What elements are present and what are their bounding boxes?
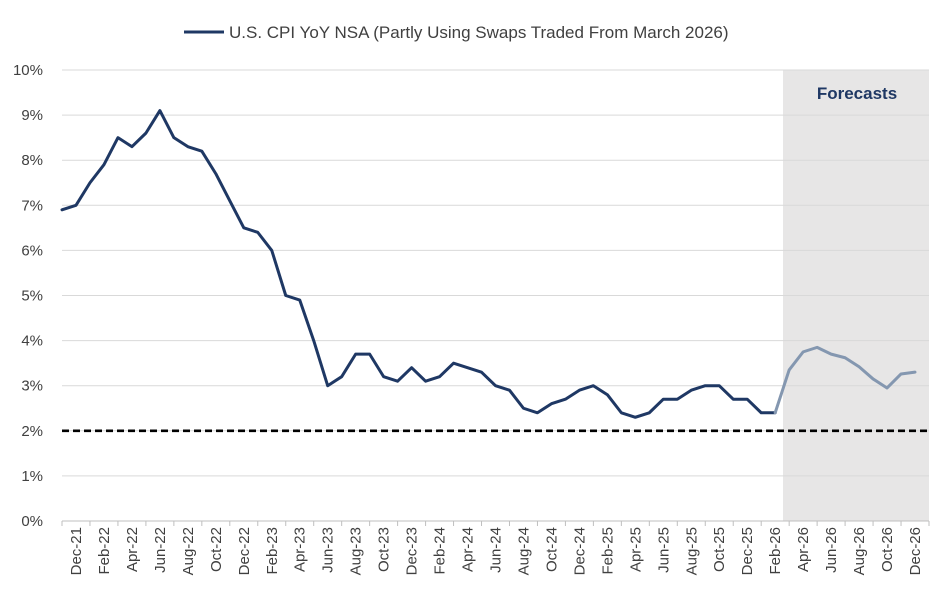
y-tick-label: 10% bbox=[13, 62, 43, 79]
cpi-forecast-line bbox=[773, 345, 917, 415]
x-tick-label: Oct-25 bbox=[711, 527, 728, 572]
legend-label: U.S. CPI YoY NSA (Partly Using Swaps Tra… bbox=[229, 23, 729, 42]
x-tick-label: Feb-22 bbox=[96, 527, 113, 575]
x-tick-label: Dec-21 bbox=[68, 527, 85, 575]
y-tick-label: 6% bbox=[21, 242, 43, 259]
x-tick-label: Jun-25 bbox=[655, 527, 672, 573]
x-tick-label: Jun-23 bbox=[320, 527, 337, 573]
y-tick-label: 1% bbox=[21, 468, 43, 485]
x-axis bbox=[61, 520, 930, 526]
x-tick-label: Oct-26 bbox=[879, 527, 896, 572]
x-tick-label: Aug-26 bbox=[851, 527, 868, 575]
x-tick-label: Aug-25 bbox=[683, 527, 700, 575]
x-tick-label: Apr-23 bbox=[292, 527, 309, 572]
y-tick-label: 2% bbox=[21, 423, 43, 440]
x-tick-label: Jun-24 bbox=[488, 527, 505, 573]
x-tick-label: Apr-22 bbox=[124, 527, 141, 572]
x-tick-label: Feb-25 bbox=[599, 527, 616, 575]
y-tick-label: 7% bbox=[21, 197, 43, 214]
x-tick-label: Dec-24 bbox=[571, 527, 588, 575]
x-tick-label: Apr-26 bbox=[795, 527, 812, 572]
y-axis-labels: 0% 1% 2% 3% 4% 5% 6% 7% 8% 9% 10% bbox=[13, 62, 43, 530]
x-tick-label: Apr-24 bbox=[460, 527, 477, 572]
y-tick-label: 5% bbox=[21, 288, 43, 305]
x-tick-label: Feb-26 bbox=[767, 527, 784, 575]
x-tick-label: Feb-23 bbox=[264, 527, 281, 575]
x-tick-label: Oct-23 bbox=[376, 527, 393, 572]
y-tick-label: 3% bbox=[21, 378, 43, 395]
x-tick-label: Oct-22 bbox=[208, 527, 225, 572]
x-tick-label: Dec-22 bbox=[236, 527, 253, 575]
x-tick-label: Jun-26 bbox=[823, 527, 840, 573]
x-tick-label: Aug-23 bbox=[348, 527, 365, 575]
x-tick-label: Aug-24 bbox=[515, 527, 532, 575]
y-tick-label: 0% bbox=[21, 513, 43, 530]
x-tick-label: Dec-25 bbox=[739, 527, 756, 575]
x-tick-label: Dec-26 bbox=[907, 527, 924, 575]
x-tick-label: Jun-22 bbox=[152, 527, 169, 573]
forecast-label: Forecasts bbox=[817, 84, 897, 103]
cpi-actual-line bbox=[60, 109, 777, 419]
x-tick-label: Feb-24 bbox=[432, 527, 449, 575]
x-tick-label: Oct-24 bbox=[543, 527, 560, 572]
y-tick-label: 8% bbox=[21, 152, 43, 169]
y-tick-label: 9% bbox=[21, 107, 43, 124]
legend: U.S. CPI YoY NSA (Partly Using Swaps Tra… bbox=[184, 23, 729, 42]
series-lines bbox=[60, 109, 917, 419]
x-tick-label: Apr-25 bbox=[627, 527, 644, 572]
y-tick-label: 4% bbox=[21, 333, 43, 350]
x-tick-label: Dec-23 bbox=[404, 527, 421, 575]
x-tick-label: Aug-22 bbox=[180, 527, 197, 575]
x-axis-labels: Dec-21 Feb-22 Apr-22 Jun-22 Aug-22 Oct-22 Dec-… bbox=[68, 527, 924, 575]
